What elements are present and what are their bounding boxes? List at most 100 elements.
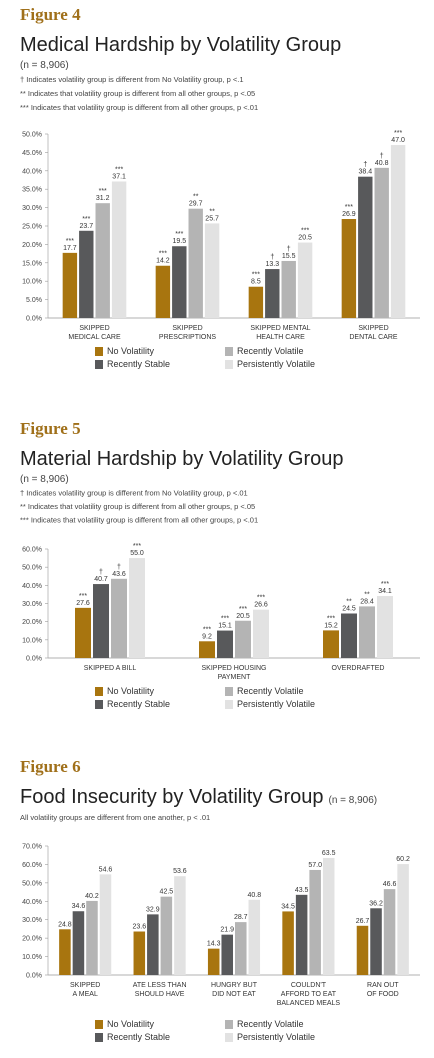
significance-marker: *** <box>239 606 247 613</box>
legend-swatch <box>95 360 103 369</box>
value-label: 24.5 <box>342 605 356 612</box>
significance-marker: *** <box>82 216 90 223</box>
value-label: 24.8 <box>58 921 72 928</box>
bar <box>295 894 308 975</box>
value-label: 43.5 <box>295 887 309 894</box>
legend-label: Recently Stable <box>107 359 170 369</box>
legend-label: No Volatility <box>107 1019 155 1029</box>
bar <box>95 203 110 318</box>
legend-label: Recently Volatile <box>237 346 304 356</box>
value-label: 27.6 <box>76 600 90 607</box>
significance-marker: *** <box>66 238 74 245</box>
bar <box>59 929 71 975</box>
value-label: 63.5 <box>322 850 336 857</box>
significance-marker: *** <box>175 231 183 238</box>
y-tick-label: 40.0% <box>22 583 42 590</box>
chart-subtitle: (n = 8,906) <box>20 60 69 71</box>
value-label: 34.1 <box>378 588 392 595</box>
x-tick-label: SKIPPED A MEAL <box>70 982 100 998</box>
bar <box>370 908 382 975</box>
x-tick-label: SKIPPED PRESCRIPTIONS <box>159 325 217 341</box>
value-label: 28.7 <box>234 914 248 921</box>
value-label: 34.5 <box>281 903 295 910</box>
y-tick-label: 70.0% <box>22 844 42 851</box>
y-tick-label: 45.0% <box>22 150 42 157</box>
legend-label: No Volatility <box>107 346 155 356</box>
note: † Indicates volatility group is differen… <box>20 75 244 84</box>
significance-marker: *** <box>327 615 335 622</box>
bar <box>147 914 159 975</box>
legend-swatch <box>225 700 233 709</box>
value-label: 40.8 <box>247 892 261 899</box>
significance-marker: † <box>380 153 384 160</box>
note: *** Indicates that volatility group is d… <box>20 516 258 525</box>
bar <box>341 613 357 658</box>
bar <box>248 899 261 975</box>
bar <box>111 578 127 658</box>
significance-marker: *** <box>257 595 265 602</box>
significance-marker: † <box>287 246 291 253</box>
value-label: 15.2 <box>324 622 338 629</box>
bar <box>235 620 251 658</box>
legend-label: Persistently Volatile <box>237 359 315 369</box>
bar <box>155 265 171 318</box>
value-label: 40.2 <box>85 893 99 900</box>
significance-marker: *** <box>252 272 260 279</box>
legend-swatch <box>225 1020 233 1029</box>
bar <box>265 269 280 318</box>
x-tick-label: SKIPPED MENTAL HEALTH CARE <box>250 325 310 341</box>
legend-swatch <box>225 347 233 356</box>
legend-swatch <box>225 1033 233 1042</box>
bar <box>188 208 203 318</box>
value-label: 21.9 <box>220 927 234 934</box>
significance-marker: *** <box>394 130 402 137</box>
value-label: 14.2 <box>156 258 170 265</box>
bar <box>359 606 375 658</box>
bar <box>199 641 215 658</box>
y-tick-label: 35.0% <box>22 187 42 194</box>
bar <box>383 889 396 975</box>
bar <box>111 181 127 318</box>
value-label: 60.2 <box>396 856 410 863</box>
legend-swatch <box>95 687 103 696</box>
value-label: 20.5 <box>298 235 312 242</box>
significance-marker: *** <box>221 616 229 623</box>
y-tick-label: 0.0% <box>26 973 42 980</box>
value-label: 36.2 <box>369 900 383 907</box>
bar <box>248 286 264 318</box>
value-label: 29.7 <box>189 201 203 208</box>
y-tick-label: 20.0% <box>22 936 42 943</box>
value-label: 55.0 <box>130 550 144 557</box>
bar <box>281 260 296 318</box>
bar <box>358 176 373 318</box>
value-label: 38.4 <box>358 169 372 176</box>
note: † Indicates volatility group is differen… <box>20 489 248 498</box>
significance-marker: ** <box>193 194 199 201</box>
significance-marker: *** <box>79 593 87 600</box>
value-label: 8.5 <box>251 279 261 286</box>
value-label: 14.3 <box>207 941 221 948</box>
value-label: 54.6 <box>99 866 113 873</box>
value-label: 53.6 <box>173 868 187 875</box>
value-label: 57.0 <box>308 862 322 869</box>
y-tick-label: 50.0% <box>22 132 42 139</box>
y-tick-label: 25.0% <box>22 224 42 231</box>
y-tick-label: 30.0% <box>22 917 42 924</box>
bar <box>235 922 247 975</box>
y-tick-label: 15.0% <box>22 260 42 267</box>
x-tick-label: COULDN'T AFFORD TO EAT BALANCED MEALS <box>277 982 341 1007</box>
value-label: 20.5 <box>236 613 250 620</box>
chart-subtitle: (n = 8,906) <box>328 795 377 806</box>
significance-marker: *** <box>99 188 107 195</box>
legend-swatch <box>225 687 233 696</box>
note: ** Indicates that volatility group is di… <box>20 89 255 98</box>
value-label: 47.0 <box>391 137 405 144</box>
bar <box>160 896 173 975</box>
bar <box>253 609 269 658</box>
y-tick-label: 50.0% <box>22 880 42 887</box>
value-label: 31.2 <box>96 195 110 202</box>
legend-label: Persistently Volatile <box>237 1032 315 1042</box>
legend-swatch <box>95 700 103 709</box>
bar <box>172 246 187 318</box>
